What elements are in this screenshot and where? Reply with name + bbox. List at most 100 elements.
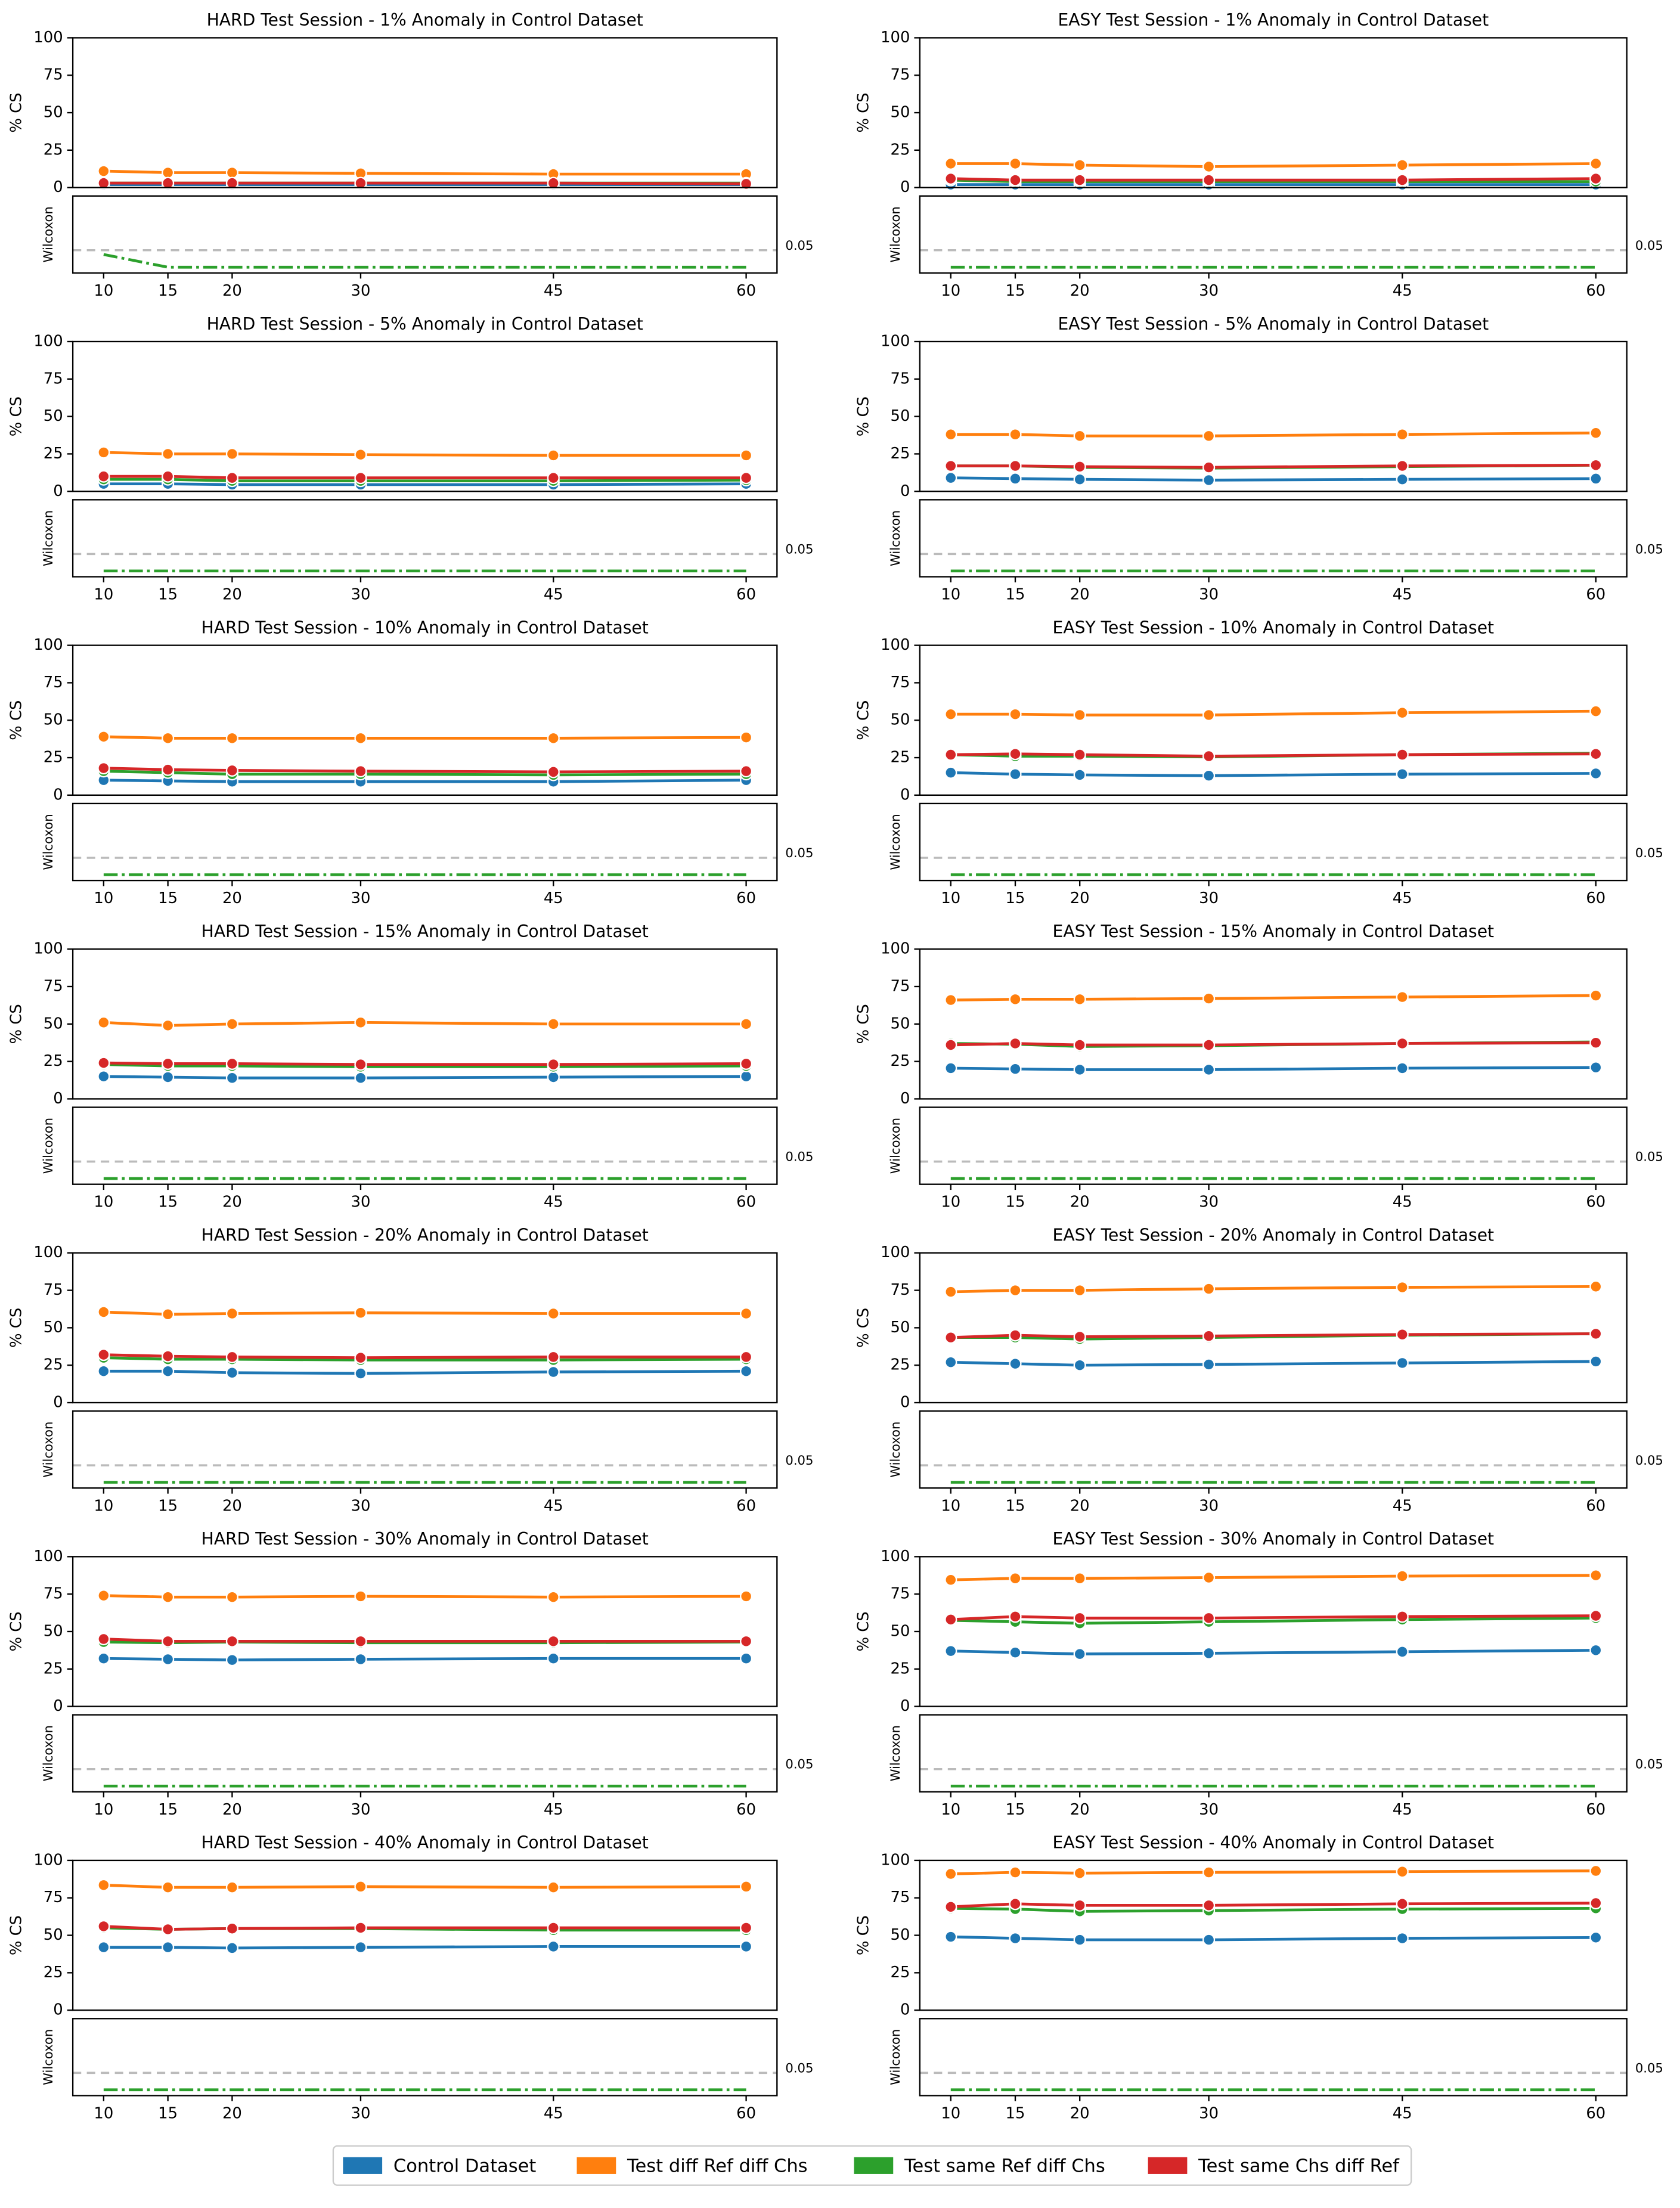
data-point: [1009, 472, 1022, 485]
data-point: [1073, 473, 1086, 486]
x-tick-label: 20: [1070, 889, 1090, 907]
x-tick-label: 45: [544, 1801, 563, 1819]
y-axis-label: % CS: [854, 396, 872, 436]
data-point: [740, 472, 753, 485]
threshold-label: 0.05: [785, 845, 813, 860]
y-tick-label: 0: [900, 482, 910, 500]
data-point: [162, 1071, 175, 1084]
data-point: [1589, 748, 1602, 761]
y-tick-label: 100: [33, 636, 63, 654]
data-point: [97, 1305, 110, 1319]
data-point: [1202, 461, 1216, 474]
data-point: [740, 1635, 753, 1648]
x-tick-label: 60: [736, 889, 756, 907]
legend-swatch: [343, 2157, 383, 2174]
data-point: [1202, 992, 1216, 1005]
y-tick-label: 25: [891, 1356, 910, 1374]
data-point: [162, 176, 175, 190]
data-point: [1073, 1283, 1086, 1297]
x-tick-label: 45: [544, 586, 563, 604]
data-point: [97, 446, 110, 459]
data-point: [1396, 1865, 1409, 1878]
data-point: [944, 157, 957, 170]
data-point: [225, 1071, 238, 1084]
data-point: [547, 176, 560, 190]
y-tick-label: 0: [900, 2001, 910, 2019]
plot-frame: [72, 802, 778, 882]
series-line: [103, 1353, 746, 1359]
data-point: [1073, 1063, 1086, 1076]
y-axis-label: Wilcoxon: [41, 814, 55, 870]
y-tick-label: 0: [900, 178, 910, 196]
x-tick-label: 10: [941, 1801, 960, 1819]
data-point: [225, 1881, 238, 1894]
y-tick-label: 100: [881, 332, 910, 350]
data-point: [547, 1940, 560, 1953]
chart-title: HARD Test Session - 40% Anomaly in Contr…: [202, 1833, 649, 1853]
data-point: [97, 1365, 110, 1378]
series-line: [950, 1285, 1596, 1294]
x-tick-label: 15: [1006, 1193, 1025, 1211]
x-tick-label: 10: [94, 1193, 113, 1211]
y-tick-label: 0: [900, 1394, 910, 1412]
data-point: [547, 1058, 560, 1071]
series-line: [950, 1041, 1596, 1047]
data-point: [1073, 159, 1086, 172]
data-point: [354, 1367, 367, 1380]
x-tick-label: 45: [1393, 1801, 1412, 1819]
x-tick-label: 60: [1586, 282, 1605, 300]
x-tick-label: 10: [941, 586, 960, 604]
data-point: [547, 1365, 560, 1379]
y-axis-label: Wilcoxon: [888, 1725, 903, 1781]
data-point: [97, 1632, 110, 1646]
y-tick-label: 25: [891, 141, 910, 159]
y-tick-label: 25: [44, 1964, 63, 1981]
x-tick-label: 20: [222, 1497, 242, 1515]
data-point: [1589, 767, 1602, 780]
y-axis-label: Wilcoxon: [888, 206, 903, 262]
y-axis-label: Wilcoxon: [888, 1118, 903, 1174]
data-point: [1396, 1037, 1409, 1050]
x-tick-label: 30: [1199, 2104, 1219, 2122]
x-tick-label: 20: [1070, 1497, 1090, 1515]
x-tick-label: 20: [222, 2104, 242, 2122]
series-line: [950, 431, 1596, 438]
data-point: [1009, 993, 1022, 1006]
plot-frame: [919, 2018, 1628, 2097]
series-line: [950, 1869, 1596, 1875]
data-point: [354, 448, 367, 461]
data-point: [1202, 749, 1216, 763]
y-axis-label: Wilcoxon: [888, 510, 903, 566]
data-point: [1073, 460, 1086, 473]
series-line: [103, 1657, 746, 1662]
series-line: [950, 709, 1596, 717]
y-axis-label: Wilcoxon: [888, 814, 903, 870]
threshold-label: 0.05: [785, 541, 813, 556]
x-tick-label: 30: [351, 1497, 371, 1515]
data-point: [740, 765, 753, 778]
y-tick-label: 50: [891, 407, 910, 425]
data-point: [225, 1307, 238, 1320]
y-tick-label: 100: [881, 1851, 910, 1869]
data-point: [1202, 1329, 1216, 1342]
y-tick-label: 75: [44, 977, 63, 995]
series-line: [950, 177, 1596, 182]
series-line: [103, 1369, 746, 1375]
data-point: [944, 1356, 957, 1369]
data-point: [1073, 1648, 1086, 1661]
y-tick-label: 100: [881, 1548, 910, 1565]
y-tick-label: 50: [891, 1622, 910, 1640]
y-tick-label: 50: [44, 1015, 63, 1032]
legend-swatch: [854, 2157, 894, 2174]
chart-title: HARD Test Session - 20% Anomaly in Contr…: [202, 1226, 649, 1245]
data-point: [1009, 1062, 1022, 1075]
legend-swatch: [1148, 2157, 1188, 2174]
series-line: [103, 482, 746, 486]
x-tick-label: 45: [544, 1497, 563, 1515]
data-point: [547, 472, 560, 485]
y-axis-label: % CS: [8, 1004, 26, 1044]
data-point: [162, 1350, 175, 1363]
x-tick-label: 60: [736, 586, 756, 604]
x-tick-label: 15: [158, 2104, 178, 2122]
